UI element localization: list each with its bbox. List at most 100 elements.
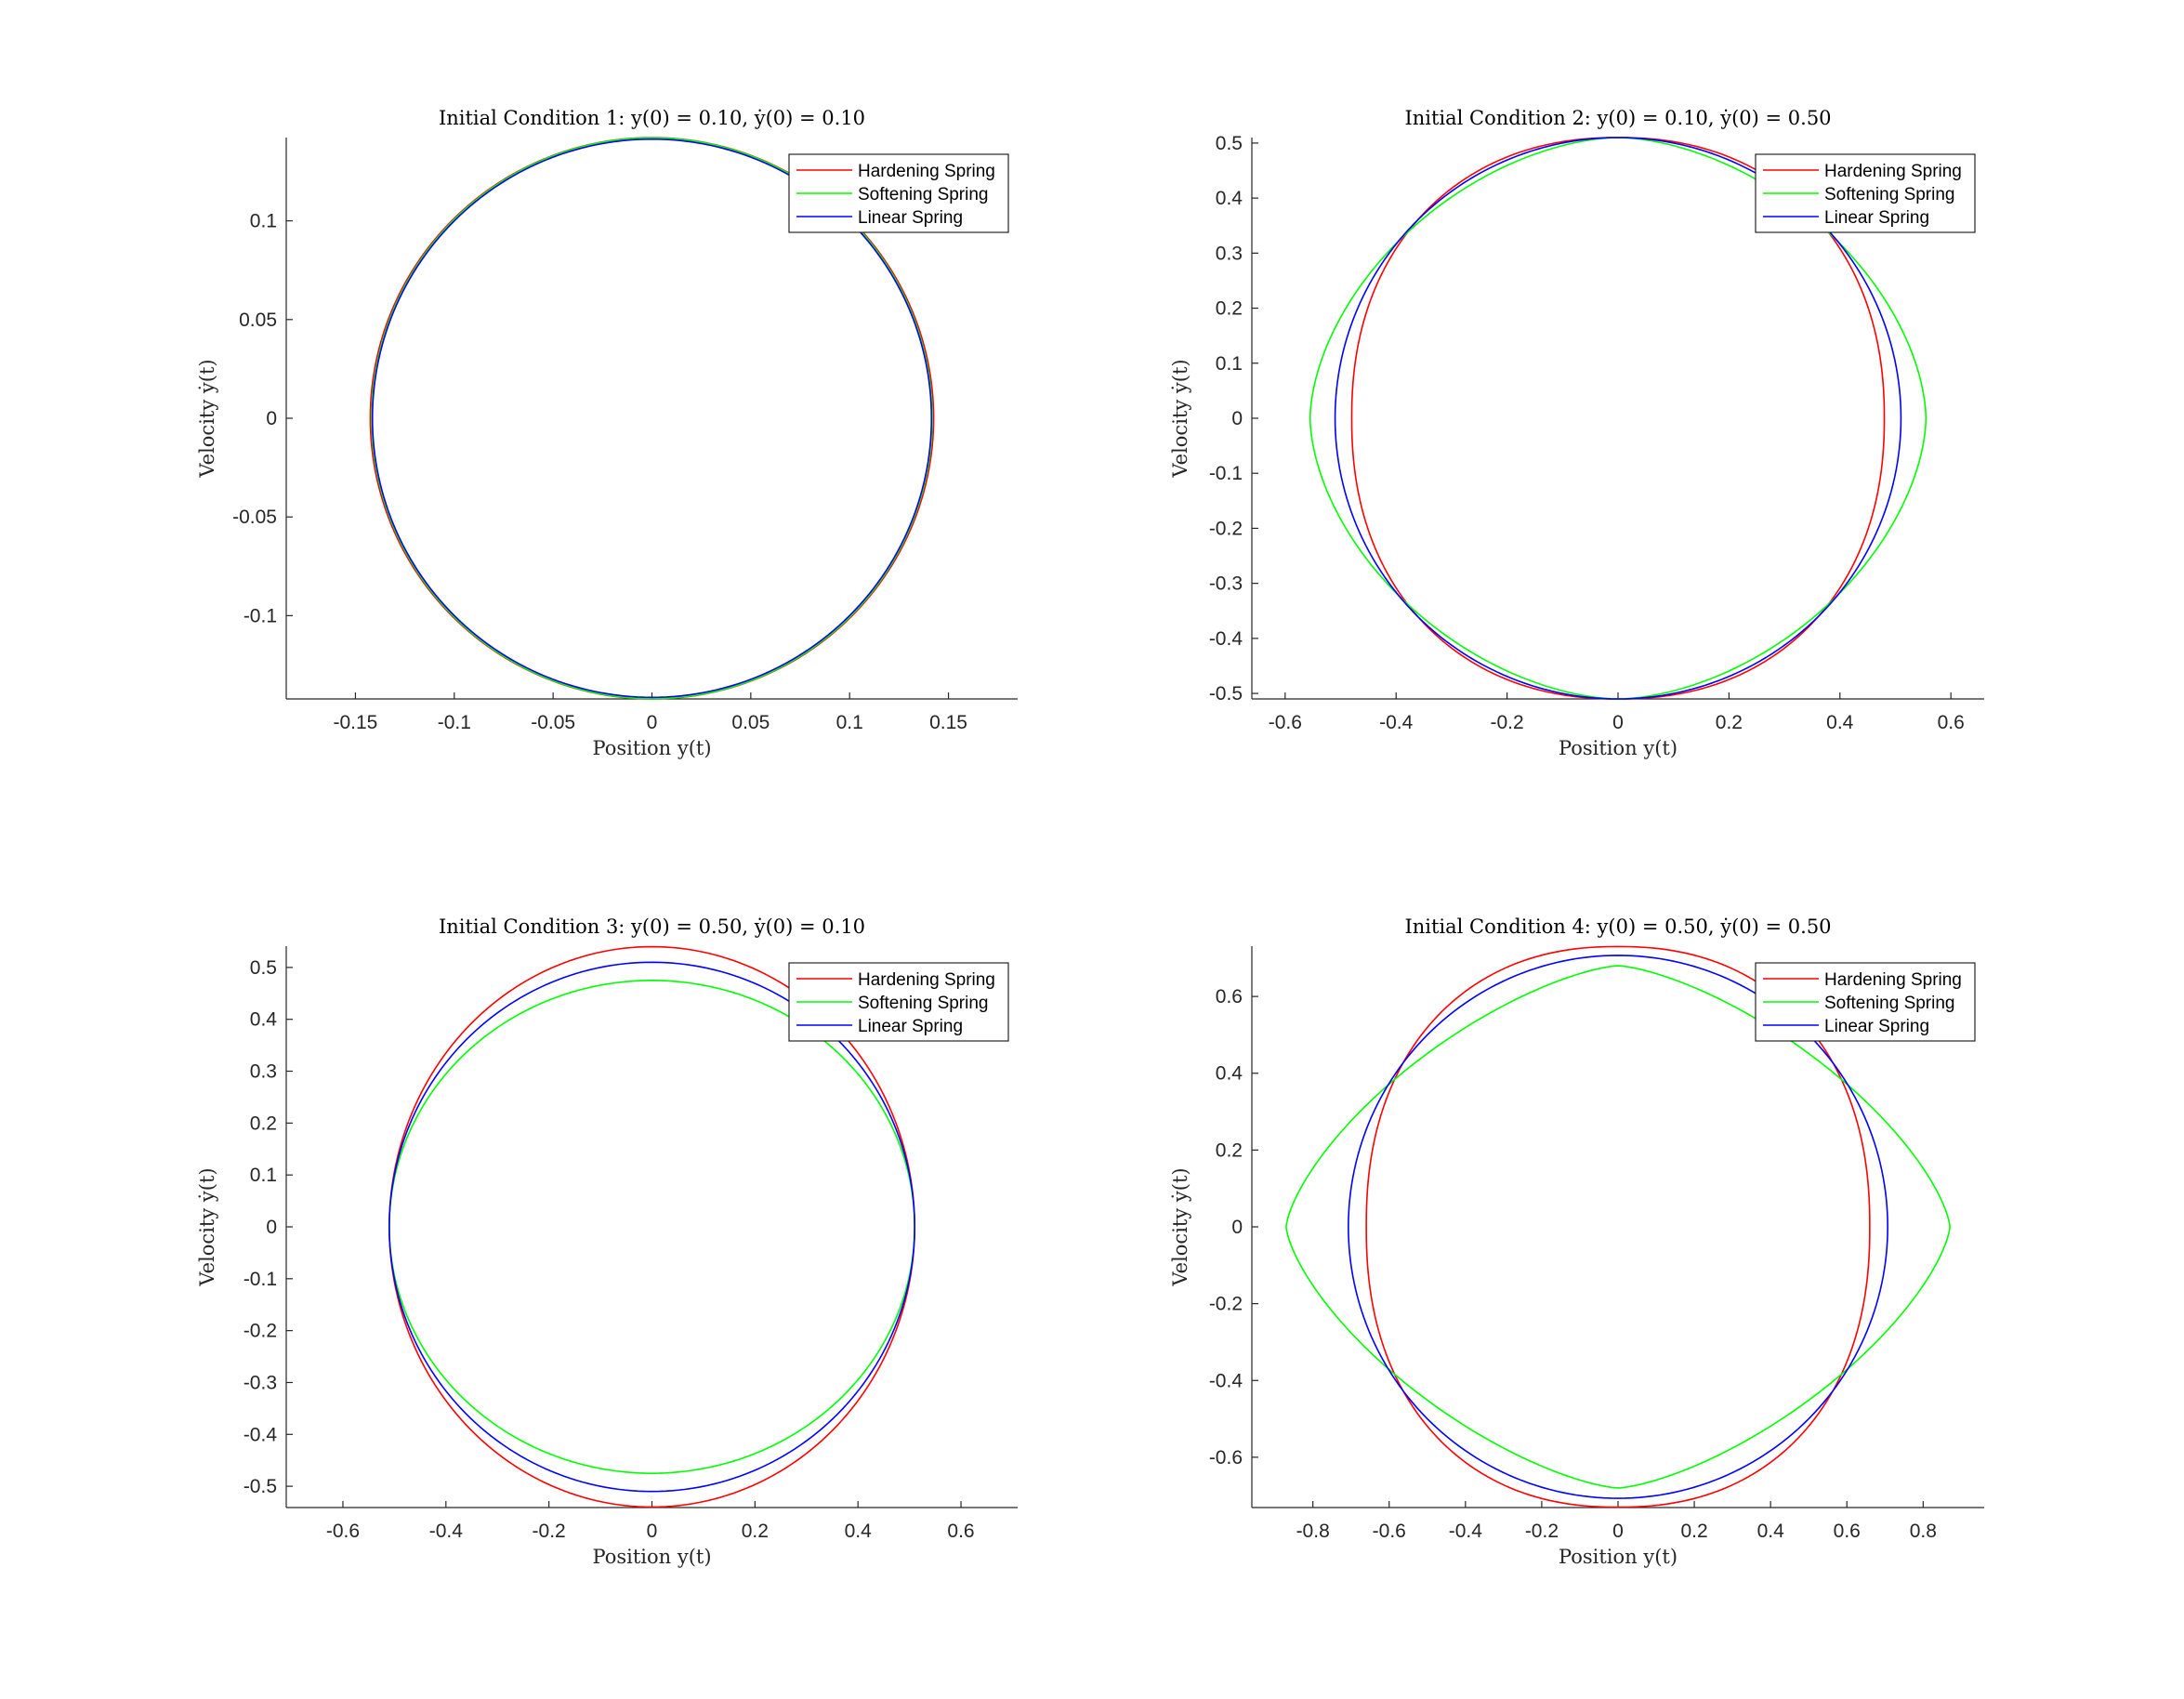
x-tick-label: -0.4 [1449,1521,1483,1542]
y-tick-label: -0.1 [243,1269,277,1290]
x-tick-label: -0.15 [334,712,378,733]
chart-panel-1: -0.15 -0.1 -0.05 0 0.05 0.1 0.15 -0.1 -0.05 0 0.05… [196,107,1018,759]
chart-panel-4: -0.8 -0.6 -0.4 -0.2 0 0.2 0.4 0.6 0.8 -0.6 -0.4 -0.… [1169,915,1984,1568]
x-tick-label: 0 [647,1521,658,1542]
y-tick-label: -0.4 [1209,628,1243,650]
chart-title: Initial Condition 2: y(0) = 0.10, ẏ(0) =… [1404,107,1831,129]
x-tick-label: -0.6 [1269,712,1302,733]
x-tick-label: 0.2 [1680,1521,1707,1542]
x-tick-label: 0.05 [731,712,770,733]
y-tick-label: 0.1 [1216,353,1243,375]
y-tick-label: 0 [266,1217,277,1238]
y-tick-label: 0.3 [1216,243,1243,264]
x-tick-label: -0.4 [429,1521,464,1542]
x-tick-label: 0.4 [1757,1521,1785,1542]
x-tick-label: 0.15 [929,712,967,733]
chart-panel-3: -0.6 -0.4 -0.2 0 0.2 0.4 0.6 -0.5 -0.4 -0.3 -0.2 -0… [196,915,1018,1568]
y-tick-label: 0 [1231,408,1243,429]
legend-box [788,962,1009,1042]
y-tick-label: 0.2 [1216,298,1243,320]
y-tick-label: 0.4 [1216,188,1243,209]
y-tick-label: 0.1 [250,1165,277,1186]
y-tick-label: -0.3 [1209,573,1243,595]
y-tick-label: -0.1 [1209,463,1243,484]
x-tick-label: 0 [647,712,658,733]
legend-entry-linear-spring: Linear Spring [1824,208,1929,228]
x-tick-label: 0.6 [1834,1521,1861,1542]
y-tick-label: 0.1 [250,211,277,232]
y-tick-label: -0.05 [232,507,277,528]
series-line-hardening-spring [1365,945,1871,1508]
x-tick-label: 0.6 [1938,712,1965,733]
legend-entry-linear-spring: Linear Spring [858,1017,963,1036]
x-axis-label: Position y(t) [592,1546,711,1568]
x-tick-label: 0 [1612,1521,1624,1542]
legend-entry-linear-spring: Linear Spring [858,208,963,228]
y-tick-label: -0.6 [1209,1447,1243,1469]
x-tick-label: 0.1 [836,712,863,733]
y-tick-label: -0.4 [243,1424,278,1445]
legend-entry-softening-spring: Softening Spring [1824,994,1955,1013]
chart-panel-2: -0.6 -0.4 -0.2 0 0.2 0.4 0.6 -0.5 -0.4 -0.3 -0.2 -0… [1169,107,1984,759]
x-tick-label: -0.4 [1379,712,1414,733]
y-axis-label: Velocity ẏ(t) [196,1167,218,1286]
x-tick-label: 0.2 [1716,712,1743,733]
x-tick-label: -0.2 [1491,712,1524,733]
legend-entry-hardening-spring: Hardening Spring [858,162,995,181]
y-axis-label: Velocity ẏ(t) [1169,1167,1191,1286]
series-line-linear-spring [1348,955,1888,1499]
x-axis-label: Position y(t) [1559,737,1677,759]
y-tick-label: 0.2 [1216,1139,1243,1161]
y-axis-label: Velocity ẏ(t) [196,359,218,478]
legend-entry-softening-spring: Softening Spring [858,994,989,1013]
x-axis-label: Position y(t) [592,737,711,759]
y-tick-label: -0.4 [1209,1370,1243,1391]
series-line-softening-spring [1285,965,1951,1489]
chart-title: Initial Condition 4: y(0) = 0.50, ẏ(0) =… [1404,915,1831,938]
legend-entry-hardening-spring: Hardening Spring [1824,970,1962,990]
x-tick-label: 0 [1612,712,1624,733]
y-tick-label: 0.5 [250,957,277,979]
y-axis-label: Velocity ẏ(t) [1169,359,1191,478]
x-tick-label: 0.4 [845,1521,873,1542]
y-tick-label: 0 [1231,1217,1243,1238]
y-tick-label: 0 [266,408,277,429]
y-tick-label: 0.5 [1216,133,1243,154]
y-tick-label: 0.6 [1216,986,1243,1008]
x-axis-label: Position y(t) [1559,1546,1677,1568]
x-tick-label: -0.2 [533,1521,566,1542]
legend-entry-linear-spring: Linear Spring [1824,1017,1929,1036]
y-tick-label: -0.3 [243,1372,277,1393]
y-tick-label: 0.05 [239,310,277,331]
legend: Hardening Spring Softening Spring Linear S… [1755,962,1976,1042]
x-tick-label: -0.8 [1296,1521,1330,1542]
legend: Hardening Spring Softening Spring Linear S… [788,153,1009,233]
x-tick-label: -0.05 [531,712,575,733]
x-tick-label: -0.1 [438,712,471,733]
legend: Hardening Spring Softening Spring Linear S… [788,962,1009,1042]
x-tick-label: 0.2 [742,1521,769,1542]
legend: Hardening Spring Softening Spring Linear S… [1755,153,1976,233]
y-tick-label: -0.5 [243,1476,277,1497]
chart-title: Initial Condition 1: y(0) = 0.10, ẏ(0) =… [439,107,865,129]
y-tick-label: -0.5 [1209,683,1243,705]
series-line-linear-spring [388,961,915,1493]
x-tick-label: -0.6 [1373,1521,1406,1542]
x-tick-label: 0.8 [1910,1521,1937,1542]
y-tick-label: 0.3 [250,1061,277,1083]
y-tick-label: -0.1 [243,605,277,626]
y-tick-label: -0.2 [243,1321,277,1342]
legend-entry-softening-spring: Softening Spring [858,185,989,204]
x-tick-label: 0.4 [1826,712,1854,733]
y-tick-label: 0.4 [250,1009,278,1031]
y-tick-label: -0.2 [1209,518,1243,539]
chart-title: Initial Condition 3: y(0) = 0.50, ẏ(0) =… [439,915,865,938]
x-tick-label: -0.2 [1525,1521,1559,1542]
legend-entry-hardening-spring: Hardening Spring [858,970,995,990]
x-tick-label: 0.6 [947,1521,974,1542]
y-tick-label: -0.2 [1209,1294,1243,1315]
x-tick-label: -0.6 [326,1521,360,1542]
legend-entry-softening-spring: Softening Spring [1824,185,1955,204]
